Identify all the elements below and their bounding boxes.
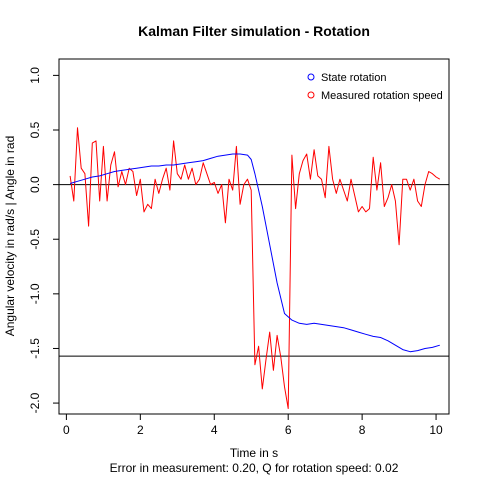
series-layer — [69, 127, 441, 409]
chart-title: Kalman Filter simulation - Rotation — [138, 23, 370, 39]
chart-subtitle: Error in measurement: 0.20, Q for rotati… — [110, 461, 399, 475]
y-axis-title: Angular velocity in rad/s | Angle in rad — [3, 136, 17, 337]
legend-label-state-rotation: State rotation — [321, 72, 386, 84]
x-axis: 0 2 4 6 8 10 — [63, 414, 443, 437]
legend-marker-state-rotation — [307, 73, 315, 81]
plot-frame — [58, 58, 450, 415]
x-axis-title: Time in s — [230, 446, 278, 460]
x-tick-label: 0 — [63, 423, 70, 437]
x-tick-label: 4 — [211, 423, 218, 437]
y-tick-label: -2.0 — [28, 392, 42, 413]
y-tick-label: -0.5 — [28, 229, 42, 250]
legend-label-measured-rotation-speed: Measured rotation speed — [321, 90, 443, 102]
x-tick-label: 6 — [285, 423, 292, 437]
x-tick-label: 8 — [359, 423, 366, 437]
legend-marker-measured-rotation-speed — [307, 91, 315, 99]
y-tick-label: 1.0 — [28, 67, 42, 84]
series-line-measured-rotation-speed — [69, 127, 441, 409]
y-axis: -2.0 -1.5 -1.0 -0.5 0.0 0.5 1.0 — [28, 67, 59, 413]
y-tick-label: -1.0 — [28, 283, 42, 304]
y-tick-label: 0.0 — [28, 176, 42, 193]
y-tick-label: 0.5 — [28, 121, 42, 138]
series-line-state-rotation — [69, 153, 440, 353]
reference-lines — [59, 184, 449, 357]
legend: State rotation Measured rotation speed — [307, 72, 443, 102]
x-tick-label: 10 — [429, 423, 443, 437]
x-tick-label: 2 — [137, 423, 144, 437]
y-tick-label: -1.5 — [28, 338, 42, 359]
